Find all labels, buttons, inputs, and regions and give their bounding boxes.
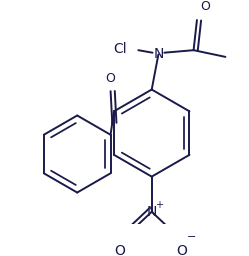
Text: O: O xyxy=(106,71,116,84)
Text: O: O xyxy=(177,244,187,256)
Text: O: O xyxy=(200,0,210,13)
Text: +: + xyxy=(155,200,163,210)
Text: O: O xyxy=(115,244,125,256)
Text: N: N xyxy=(153,47,164,61)
Text: Cl: Cl xyxy=(113,41,126,56)
Text: −: − xyxy=(187,232,197,242)
Text: N: N xyxy=(146,205,157,219)
